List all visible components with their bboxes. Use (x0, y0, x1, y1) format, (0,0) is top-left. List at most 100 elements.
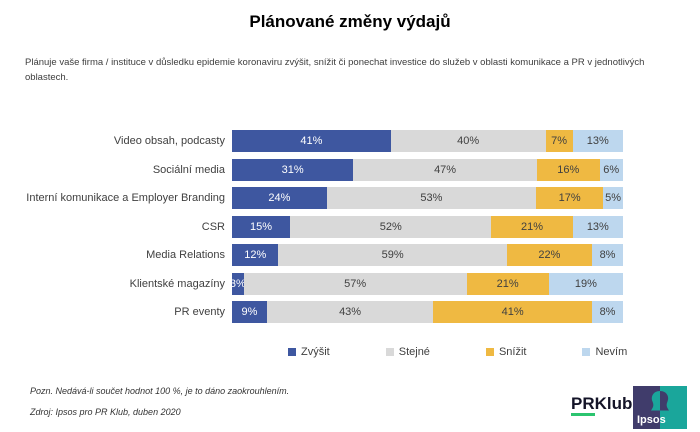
bar-segment-snížit: 21% (466, 272, 549, 295)
bar-segment-snížit: 41% (433, 301, 593, 323)
bar-value-label: 53% (420, 192, 443, 204)
bar-segment-snížit: 21% (491, 215, 573, 238)
bar-row: Video obsah, podcasty 41% 40% 7% 13% (25, 130, 623, 152)
bar-value-label: 8% (599, 306, 616, 318)
bar-row: Sociální media 31% 47% 16% 6% (25, 158, 623, 181)
bar-segment-nevím: 5% (603, 187, 623, 209)
bar-value-label: 7% (551, 135, 568, 147)
bar-segment-zvýšit: 3% (229, 272, 246, 295)
bar-segment-snížit: 17% (536, 187, 604, 209)
bar-segment-nevím: 8% (592, 244, 623, 266)
legend-label: Stejné (398, 346, 430, 358)
bar-track: 31% 47% 16% 6% (232, 158, 623, 181)
bar-row: Klientské magazíny 3% 57% 21% 19% (25, 272, 624, 295)
bar-segment-stejné: 53% (326, 187, 537, 209)
legend-item-snížit: Snížit (485, 346, 527, 358)
legend-item-zvýšit: Zvýšit (288, 346, 330, 358)
bar-value-label: 3% (229, 277, 246, 290)
bar-segment-stejné: 43% (266, 301, 434, 323)
bar-value-label: 41% (501, 306, 524, 318)
bar-segment-stejné: 52% (290, 215, 492, 238)
category-label: Klientské magazíny (129, 277, 225, 290)
category-label: Sociální media (152, 163, 225, 176)
bar-segment-zvýšit: 31% (232, 158, 354, 181)
bar-row: Interní komunikace a Employer Branding 24… (25, 187, 623, 209)
bar-segment-nevím: 6% (599, 158, 623, 181)
bar-value-label: 22% (538, 249, 561, 261)
legend-label: Nevím (595, 346, 628, 358)
bar-segment-zvýšit: 24% (232, 187, 327, 209)
legend-item-nevím: Nevím (582, 346, 627, 358)
bar-value-label: 24% (268, 192, 291, 204)
bar-segment-snížit: 16% (536, 158, 600, 181)
bar-segment-zvýšit: 41% (232, 130, 391, 152)
category-label: Interní komunikace a Employer Branding (26, 192, 225, 204)
bar-segment-nevím: 8% (592, 301, 623, 323)
bar-value-label: 31% (281, 163, 304, 176)
bar-row: PR eventy 9% 43% 41% 8% (25, 301, 623, 323)
stacked-bar-chart: Video obsah, podcasty 41% 40% 7% 13% Sociální… (25, 130, 624, 330)
prklub-klub-text: Klub (594, 394, 633, 413)
bar-segment-nevím: 19% (548, 272, 624, 295)
legend-swatch (485, 348, 494, 356)
bar-value-label: 6% (603, 163, 620, 176)
bar-value-label: 47% (434, 163, 457, 176)
bar-track: 3% 57% 21% 19% (229, 272, 624, 295)
bar-segment-zvýšit: 9% (232, 301, 267, 323)
bar-value-label: 19% (574, 277, 597, 290)
bar-value-label: 40% (457, 135, 480, 147)
prklub-pr-text: PR (571, 394, 595, 416)
ipsos-logo: Ipsos (633, 386, 687, 429)
bar-value-label: 13% (586, 135, 609, 147)
bar-value-label: 52% (379, 220, 402, 233)
category-label: Video obsah, podcasty (113, 135, 225, 147)
bar-value-label: 9% (241, 306, 258, 318)
bar-segment-stejné: 59% (278, 244, 507, 266)
bar-segment-stejné: 40% (390, 130, 546, 152)
bar-segment-zvýšit: 12% (232, 244, 279, 266)
bar-track: 15% 52% 21% 13% (232, 215, 623, 238)
category-label: PR eventy (174, 306, 225, 318)
bar-row: Media Relations 12% 59% 22% 8% (25, 244, 623, 266)
bar-segment-snížit: 7% (545, 130, 573, 152)
bar-segment-stejné: 47% (353, 158, 537, 181)
bar-segment-stejné: 57% (243, 272, 467, 295)
bar-value-label: 16% (557, 163, 580, 176)
legend-label: Snížit (498, 346, 527, 358)
bar-value-label: 13% (586, 220, 609, 233)
bar-chart-rows: Video obsah, podcasty 41% 40% 7% 13% Sociální… (25, 130, 624, 323)
prklub-logo: PRKlub (571, 394, 633, 416)
bar-value-label: 41% (300, 135, 323, 147)
ipsos-logo-text: Ipsos (637, 414, 666, 426)
category-label: CSR (201, 220, 225, 233)
legend-swatch (288, 348, 296, 356)
bar-track: 24% 53% 17% 5% (232, 187, 623, 209)
page-title: Plánované změny výdajů (249, 12, 451, 31)
bar-value-label: 8% (599, 249, 616, 261)
bar-value-label: 17% (558, 192, 581, 204)
rounding-note: Pozn. Nedává-li součet hodnot 100 %, je … (30, 386, 290, 396)
bar-value-label: 57% (344, 277, 367, 290)
bar-row: CSR 15% 52% 21% 13% (25, 215, 623, 238)
legend-swatch (385, 348, 394, 356)
legend-label: Zvýšit (301, 346, 330, 358)
bar-track: 9% 43% 41% 8% (232, 301, 623, 323)
bar-value-label: 5% (605, 192, 622, 204)
legend-item-stejné: Stejné (385, 346, 430, 358)
bar-segment-nevím: 13% (572, 215, 623, 238)
bar-segment-snížit: 22% (506, 244, 593, 266)
bar-value-label: 21% (521, 220, 544, 233)
legend-swatch (582, 348, 591, 356)
bar-value-label: 59% (381, 249, 404, 261)
survey-question-text: Plánuje vaše firma / instituce v důsledk… (25, 57, 645, 83)
bar-segment-nevím: 13% (572, 130, 623, 152)
bar-value-label: 21% (496, 277, 519, 290)
category-label: Media Relations (146, 249, 225, 261)
bar-value-label: 12% (244, 249, 267, 261)
source-note: Zdroj: Ipsos pro PR Klub, duben 2020 (30, 407, 181, 417)
bar-track: 41% 40% 7% 13% (232, 130, 623, 152)
legend: Zvýšit Stejné Snížit Nevím (288, 346, 627, 358)
bar-value-label: 15% (250, 220, 273, 233)
bar-segment-zvýšit: 15% (232, 215, 291, 238)
